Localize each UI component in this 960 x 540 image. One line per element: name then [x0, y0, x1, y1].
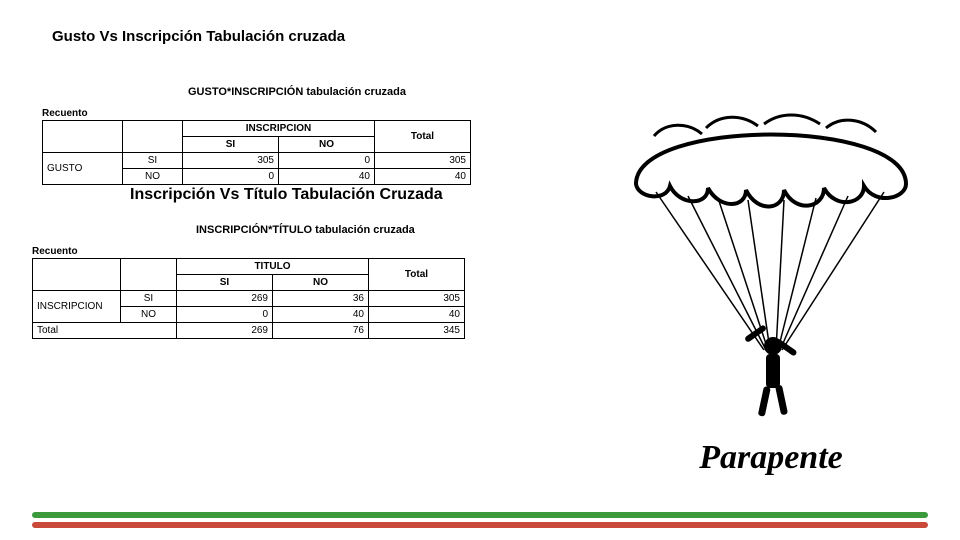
t1-blank-hdr [43, 121, 123, 153]
t2-col-si: SI [177, 275, 273, 291]
t1-r1-no: 0 [279, 153, 375, 169]
t2-colgroup-header: TITULO [177, 259, 369, 275]
t1-r2-si: 0 [183, 169, 279, 185]
t2-col-total: Total [369, 259, 465, 291]
section1-subtitle: GUSTO*INSCRIPCIÓN tabulación cruzada [188, 86, 406, 98]
crosstab-gusto-inscripcion: INSCRIPCION Total SI NO GUSTO SI 305 0 3… [42, 120, 471, 185]
t2-r2-si: 0 [177, 307, 273, 323]
t2-foot-si: 269 [177, 323, 273, 339]
t2-r1-total: 305 [369, 291, 465, 307]
table2-recuento-label: Recuento [32, 246, 78, 257]
section2-subtitle: INSCRIPCIÓN*TÍTULO tabulación cruzada [196, 224, 415, 236]
t1-col-no: NO [279, 137, 375, 153]
t1-r2-key: NO [123, 169, 183, 185]
t2-r2-total: 40 [369, 307, 465, 323]
crosstab-inscripcion-titulo: TITULO Total SI NO INSCRIPCION SI 269 36… [32, 258, 465, 339]
slide: Gusto Vs Inscripción Tabulación cruzada … [0, 0, 960, 540]
parapente-illustration: Parapente [616, 88, 926, 498]
t1-r2-total: 40 [375, 169, 471, 185]
t1-blank-hdr2 [123, 121, 183, 153]
t2-foot-no: 76 [273, 323, 369, 339]
t2-r1-si: 269 [177, 291, 273, 307]
t2-r1-key: SI [121, 291, 177, 307]
t2-col-no: NO [273, 275, 369, 291]
t2-foot-key: Total [33, 323, 177, 339]
t1-col-total: Total [375, 121, 471, 153]
parapente-caption: Parapente [698, 439, 843, 476]
page-title: Gusto Vs Inscripción Tabulación cruzada [52, 28, 345, 45]
t2-rowgroup-label: INSCRIPCION [33, 291, 121, 323]
t2-blank-a [33, 259, 121, 291]
t1-rowgroup-label: GUSTO [43, 153, 123, 185]
t2-r2-key: NO [121, 307, 177, 323]
footer-stripe-green [32, 512, 928, 518]
overlay-title-inscripcion-titulo: Inscripción Vs Título Tabulación Cruzada [130, 186, 443, 204]
footer-stripe-red [32, 522, 928, 528]
t2-foot-total: 345 [369, 323, 465, 339]
t1-r1-key: SI [123, 153, 183, 169]
t1-colgroup-header: INSCRIPCION [183, 121, 375, 137]
t2-blank-b [121, 259, 177, 291]
t1-r1-total: 305 [375, 153, 471, 169]
t2-r2-no: 40 [273, 307, 369, 323]
t1-r2-no: 40 [279, 169, 375, 185]
t1-r1-si: 305 [183, 153, 279, 169]
t2-r1-no: 36 [273, 291, 369, 307]
t1-col-si: SI [183, 137, 279, 153]
table1-recuento-label: Recuento [42, 108, 88, 119]
